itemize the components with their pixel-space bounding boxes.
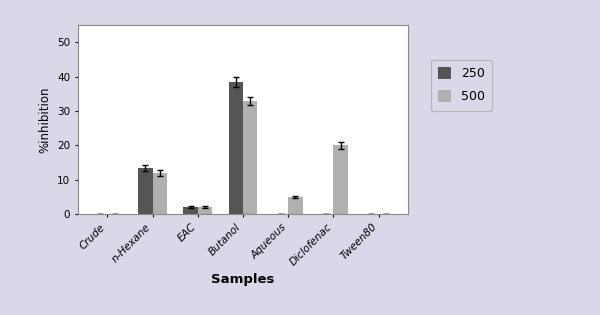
Bar — [229, 82, 243, 214]
Bar — [152, 173, 167, 214]
Bar — [138, 168, 152, 214]
Legend: 250, 500: 250, 500 — [431, 60, 492, 111]
Y-axis label: %inhibition: %inhibition — [38, 86, 52, 153]
Bar — [184, 207, 198, 214]
Bar — [198, 207, 212, 214]
Bar — [243, 101, 257, 214]
Bar — [334, 146, 348, 214]
Bar — [288, 197, 302, 214]
X-axis label: Samples: Samples — [211, 273, 275, 286]
